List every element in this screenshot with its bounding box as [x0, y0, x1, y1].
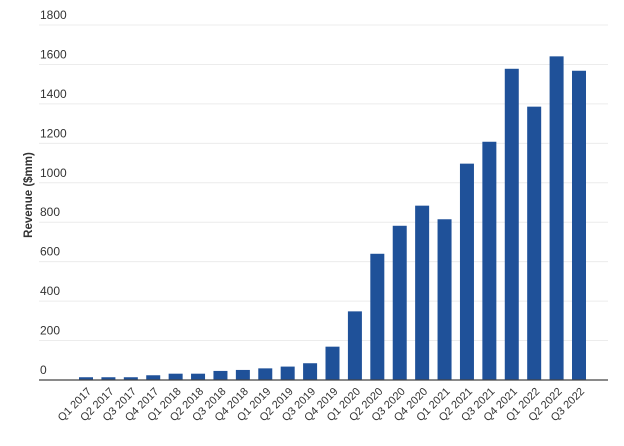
- bar: [191, 373, 206, 380]
- bar: [101, 377, 116, 380]
- bar: [79, 377, 93, 380]
- y-tick-label: 200: [40, 324, 60, 338]
- bar: [572, 70, 586, 380]
- bar: [146, 375, 161, 380]
- bar: [168, 373, 183, 380]
- bar: [392, 225, 407, 380]
- bar: [482, 141, 497, 380]
- bar: [437, 219, 452, 380]
- y-tick-label: 1400: [40, 87, 67, 101]
- bar: [527, 106, 542, 381]
- bar: [504, 68, 519, 381]
- bar: [549, 56, 564, 380]
- y-tick-label: 600: [40, 245, 60, 259]
- bar: [325, 346, 340, 380]
- y-tick-label: 1200: [40, 126, 67, 140]
- bar: [303, 363, 318, 380]
- bar: [370, 253, 385, 380]
- y-tick-label: 0: [40, 363, 47, 377]
- bar: [235, 369, 250, 380]
- bar: [280, 366, 295, 380]
- y-tick-label: 1800: [40, 8, 67, 22]
- bar: [415, 205, 430, 380]
- bar: [258, 368, 273, 380]
- y-tick-label: 1000: [40, 166, 67, 180]
- y-tick-label: 800: [40, 205, 60, 219]
- y-tick-labels: 0 200 400 600 800 1000 1200 1400 1600 1800: [40, 8, 67, 377]
- bar: [213, 370, 228, 380]
- y-axis-label: Revenue ($mm): [23, 152, 35, 238]
- y-tick-label: 400: [40, 284, 60, 298]
- bar: [123, 377, 138, 380]
- gridlines: [39, 24, 608, 342]
- bar: [459, 163, 474, 380]
- bars: [79, 56, 586, 381]
- bar: [347, 311, 362, 380]
- y-tick-label: 1600: [40, 47, 67, 61]
